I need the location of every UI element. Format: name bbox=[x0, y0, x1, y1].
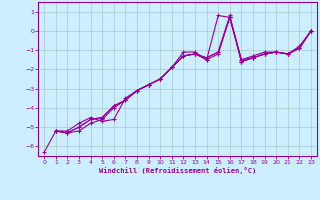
X-axis label: Windchill (Refroidissement éolien,°C): Windchill (Refroidissement éolien,°C) bbox=[99, 167, 256, 174]
